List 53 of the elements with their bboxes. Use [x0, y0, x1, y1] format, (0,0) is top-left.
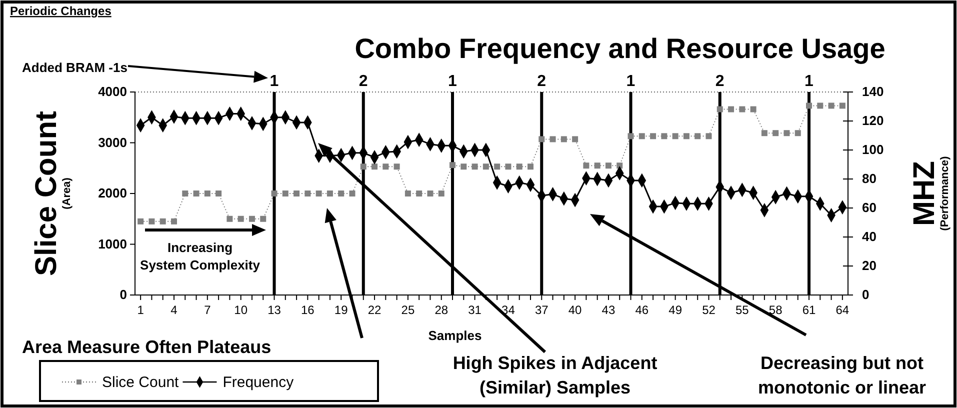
- chart-title: Combo Frequency and Resource Usage: [354, 33, 886, 64]
- text: High Spikes in Adjacent (Similar) Samples: [452, 353, 658, 398]
- x-tick-label: 46: [635, 302, 649, 317]
- y2-tick-label: 60: [862, 200, 876, 216]
- y2-tick-label: 0: [862, 287, 870, 302]
- annotation: 1: [626, 73, 636, 90]
- y2-tick-label: 40: [862, 229, 876, 244]
- y-axis-title: Slice Count (Area): [30, 110, 73, 276]
- x-tick-label: 28: [434, 302, 448, 317]
- annotation: 2: [358, 73, 368, 90]
- x-tick-label: 25: [401, 302, 415, 317]
- y-tick-label: 1000: [98, 236, 127, 252]
- y2-tick-label: 80: [862, 171, 876, 186]
- x-tick-label: 37: [534, 302, 549, 317]
- annotation: 2: [537, 73, 546, 90]
- x-tick-label: 7: [204, 302, 212, 317]
- x-tick-label: 64: [836, 302, 850, 317]
- x-tick-label: 61: [802, 302, 816, 317]
- y-tick-label: 3000: [98, 134, 127, 150]
- x-tick-label: 16: [301, 302, 315, 317]
- x-tick-label: 55: [735, 302, 750, 317]
- legend-label: Slice Count: [102, 374, 180, 391]
- y2-tick-label: 140: [862, 84, 884, 100]
- x-tick-label: 13: [268, 302, 282, 317]
- x-tick-label: 58: [768, 302, 783, 317]
- x-tick-label: 31: [468, 302, 482, 317]
- x-tick-label: 52: [702, 302, 716, 317]
- annotation: 1: [270, 73, 279, 90]
- x-tick-label: 40: [568, 302, 582, 317]
- text: Added BRAM -1s: [22, 60, 128, 75]
- annotation: 2: [715, 73, 724, 90]
- annotation: 1: [448, 73, 458, 90]
- y-tick-label: 4000: [98, 84, 127, 100]
- x-tick-label: 19: [334, 302, 348, 317]
- x-tick-label: 1: [137, 302, 144, 317]
- annotation: 1: [804, 73, 814, 90]
- x-tick-label: 43: [602, 302, 616, 317]
- y-tick-label: 0: [120, 287, 127, 302]
- y2-axis-title: MHZ (Performance): [908, 156, 951, 231]
- legend-label: Frequency: [222, 374, 294, 391]
- annotation: Increasing System Complexity: [140, 240, 261, 273]
- y-tick-label: 2000: [98, 186, 127, 201]
- x-tick-label: 10: [234, 302, 248, 317]
- text: Periodic Changes: [10, 4, 112, 18]
- y2-tick-label: 120: [862, 113, 884, 128]
- x-tick-label: 22: [368, 302, 382, 317]
- y2-tick-label: 100: [862, 142, 884, 158]
- x-axis-title: Samples: [428, 328, 482, 343]
- y2-tick-label: 20: [862, 258, 876, 274]
- x-tick-label: 49: [668, 302, 682, 317]
- text: Area Measure Often Plateaus: [22, 337, 272, 357]
- text: Decreasing but not monotonic or linear: [758, 353, 926, 398]
- x-tick-label: 4: [170, 302, 178, 317]
